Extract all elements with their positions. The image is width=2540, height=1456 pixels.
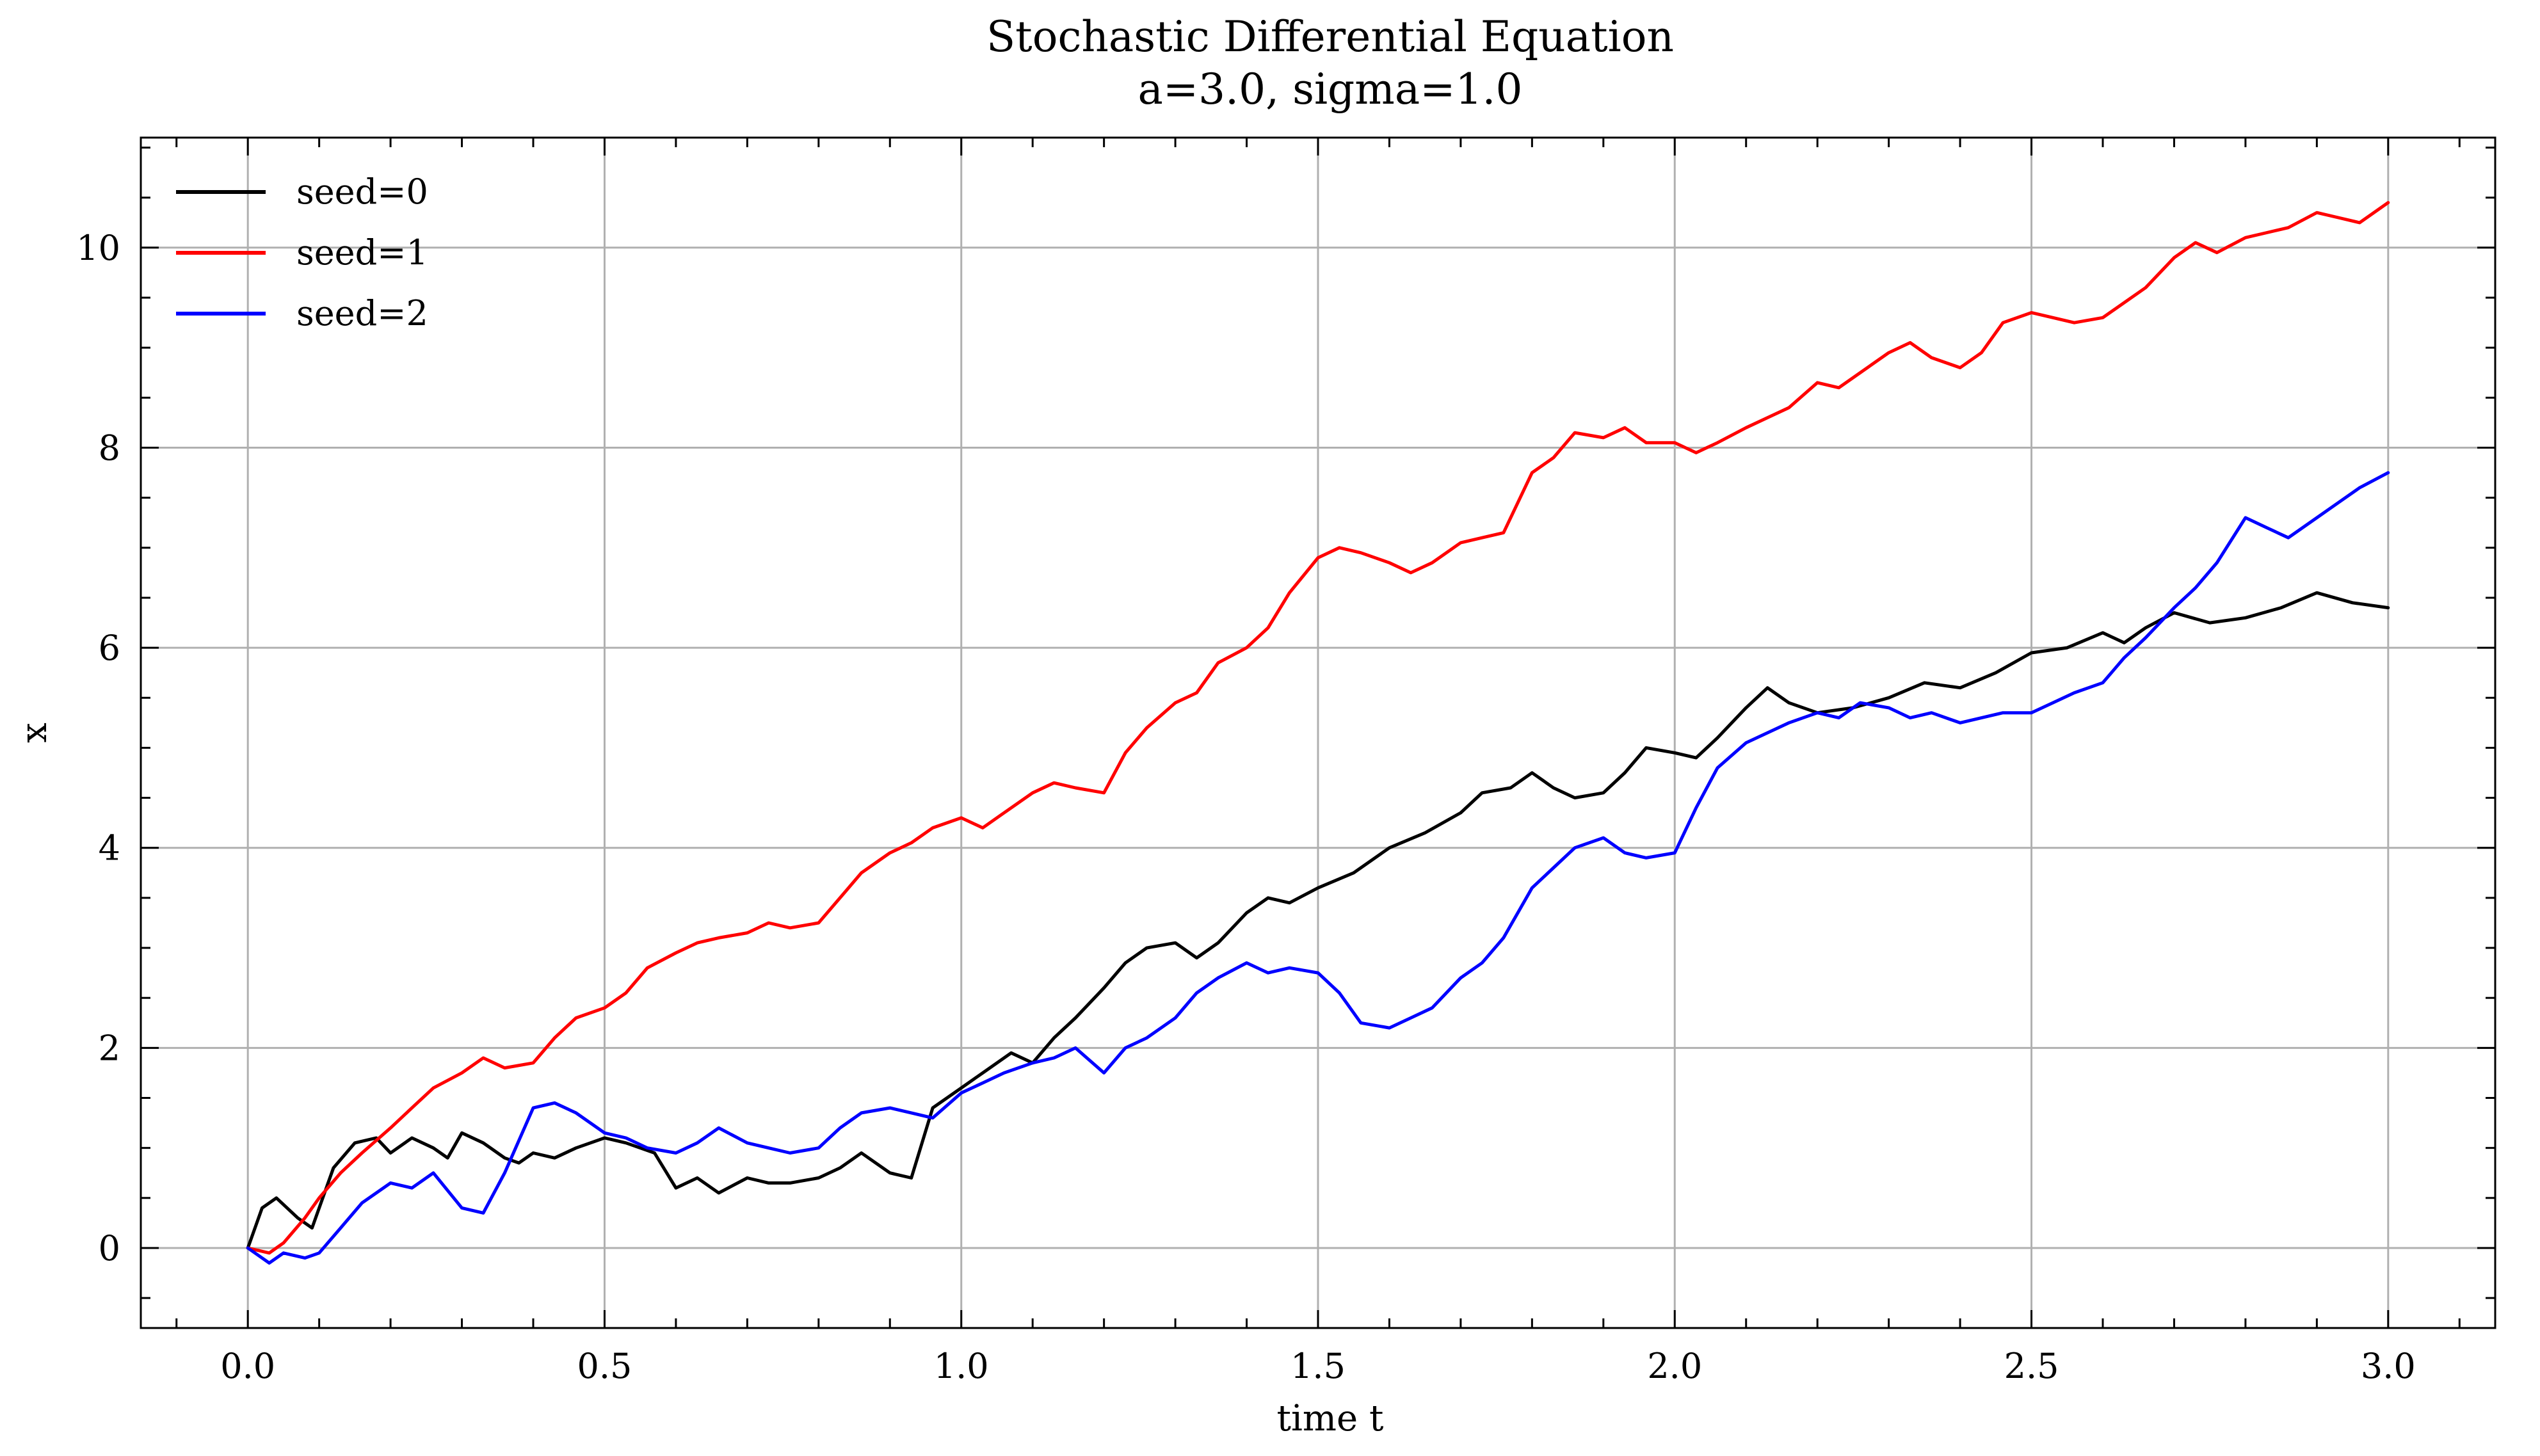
legend: seed=0 seed=1 seed=2 [176,172,428,333]
y-tick-label: 4 [99,828,120,868]
x-tick-label: 2.0 [1647,1346,1702,1386]
grid-lines [141,138,2495,1328]
axis-ticks [141,138,2495,1328]
series-line-1 [246,201,2390,1255]
chart-subtitle: a=3.0, sigma=1.0 [1138,65,1523,114]
series-line-0 [246,591,2390,1250]
x-tick-label: 1.5 [1290,1346,1346,1386]
legend-label-0: seed=0 [296,172,428,212]
series-lines [246,201,2390,1265]
x-tick-label: 0.5 [577,1346,632,1386]
series-line-2 [246,471,2390,1265]
x-tick-label: 2.5 [2004,1346,2059,1386]
y-tick-label: 8 [99,428,120,468]
y-tick-label: 10 [76,228,120,268]
x-tick-label: 0.0 [220,1346,275,1386]
plot-frame [140,136,2496,1329]
chart-title: Stochastic Differential Equation [986,12,1674,61]
legend-label-1: seed=1 [296,232,428,273]
legend-label-2: seed=2 [296,293,428,333]
y-tick-label: 6 [99,628,120,668]
x-axis-label: time t [1277,1398,1384,1439]
y-tick-label: 2 [99,1028,120,1068]
x-tick-label: 3.0 [2361,1346,2416,1386]
x-tick-label: 1.0 [934,1346,989,1386]
y-tick-label: 0 [99,1228,120,1268]
y-axis-label: x [13,723,55,743]
tick-labels: 0.0 0.5 1.0 1.5 2.0 2.5 3.0 0 2 4 6 8 10 [76,228,2415,1386]
